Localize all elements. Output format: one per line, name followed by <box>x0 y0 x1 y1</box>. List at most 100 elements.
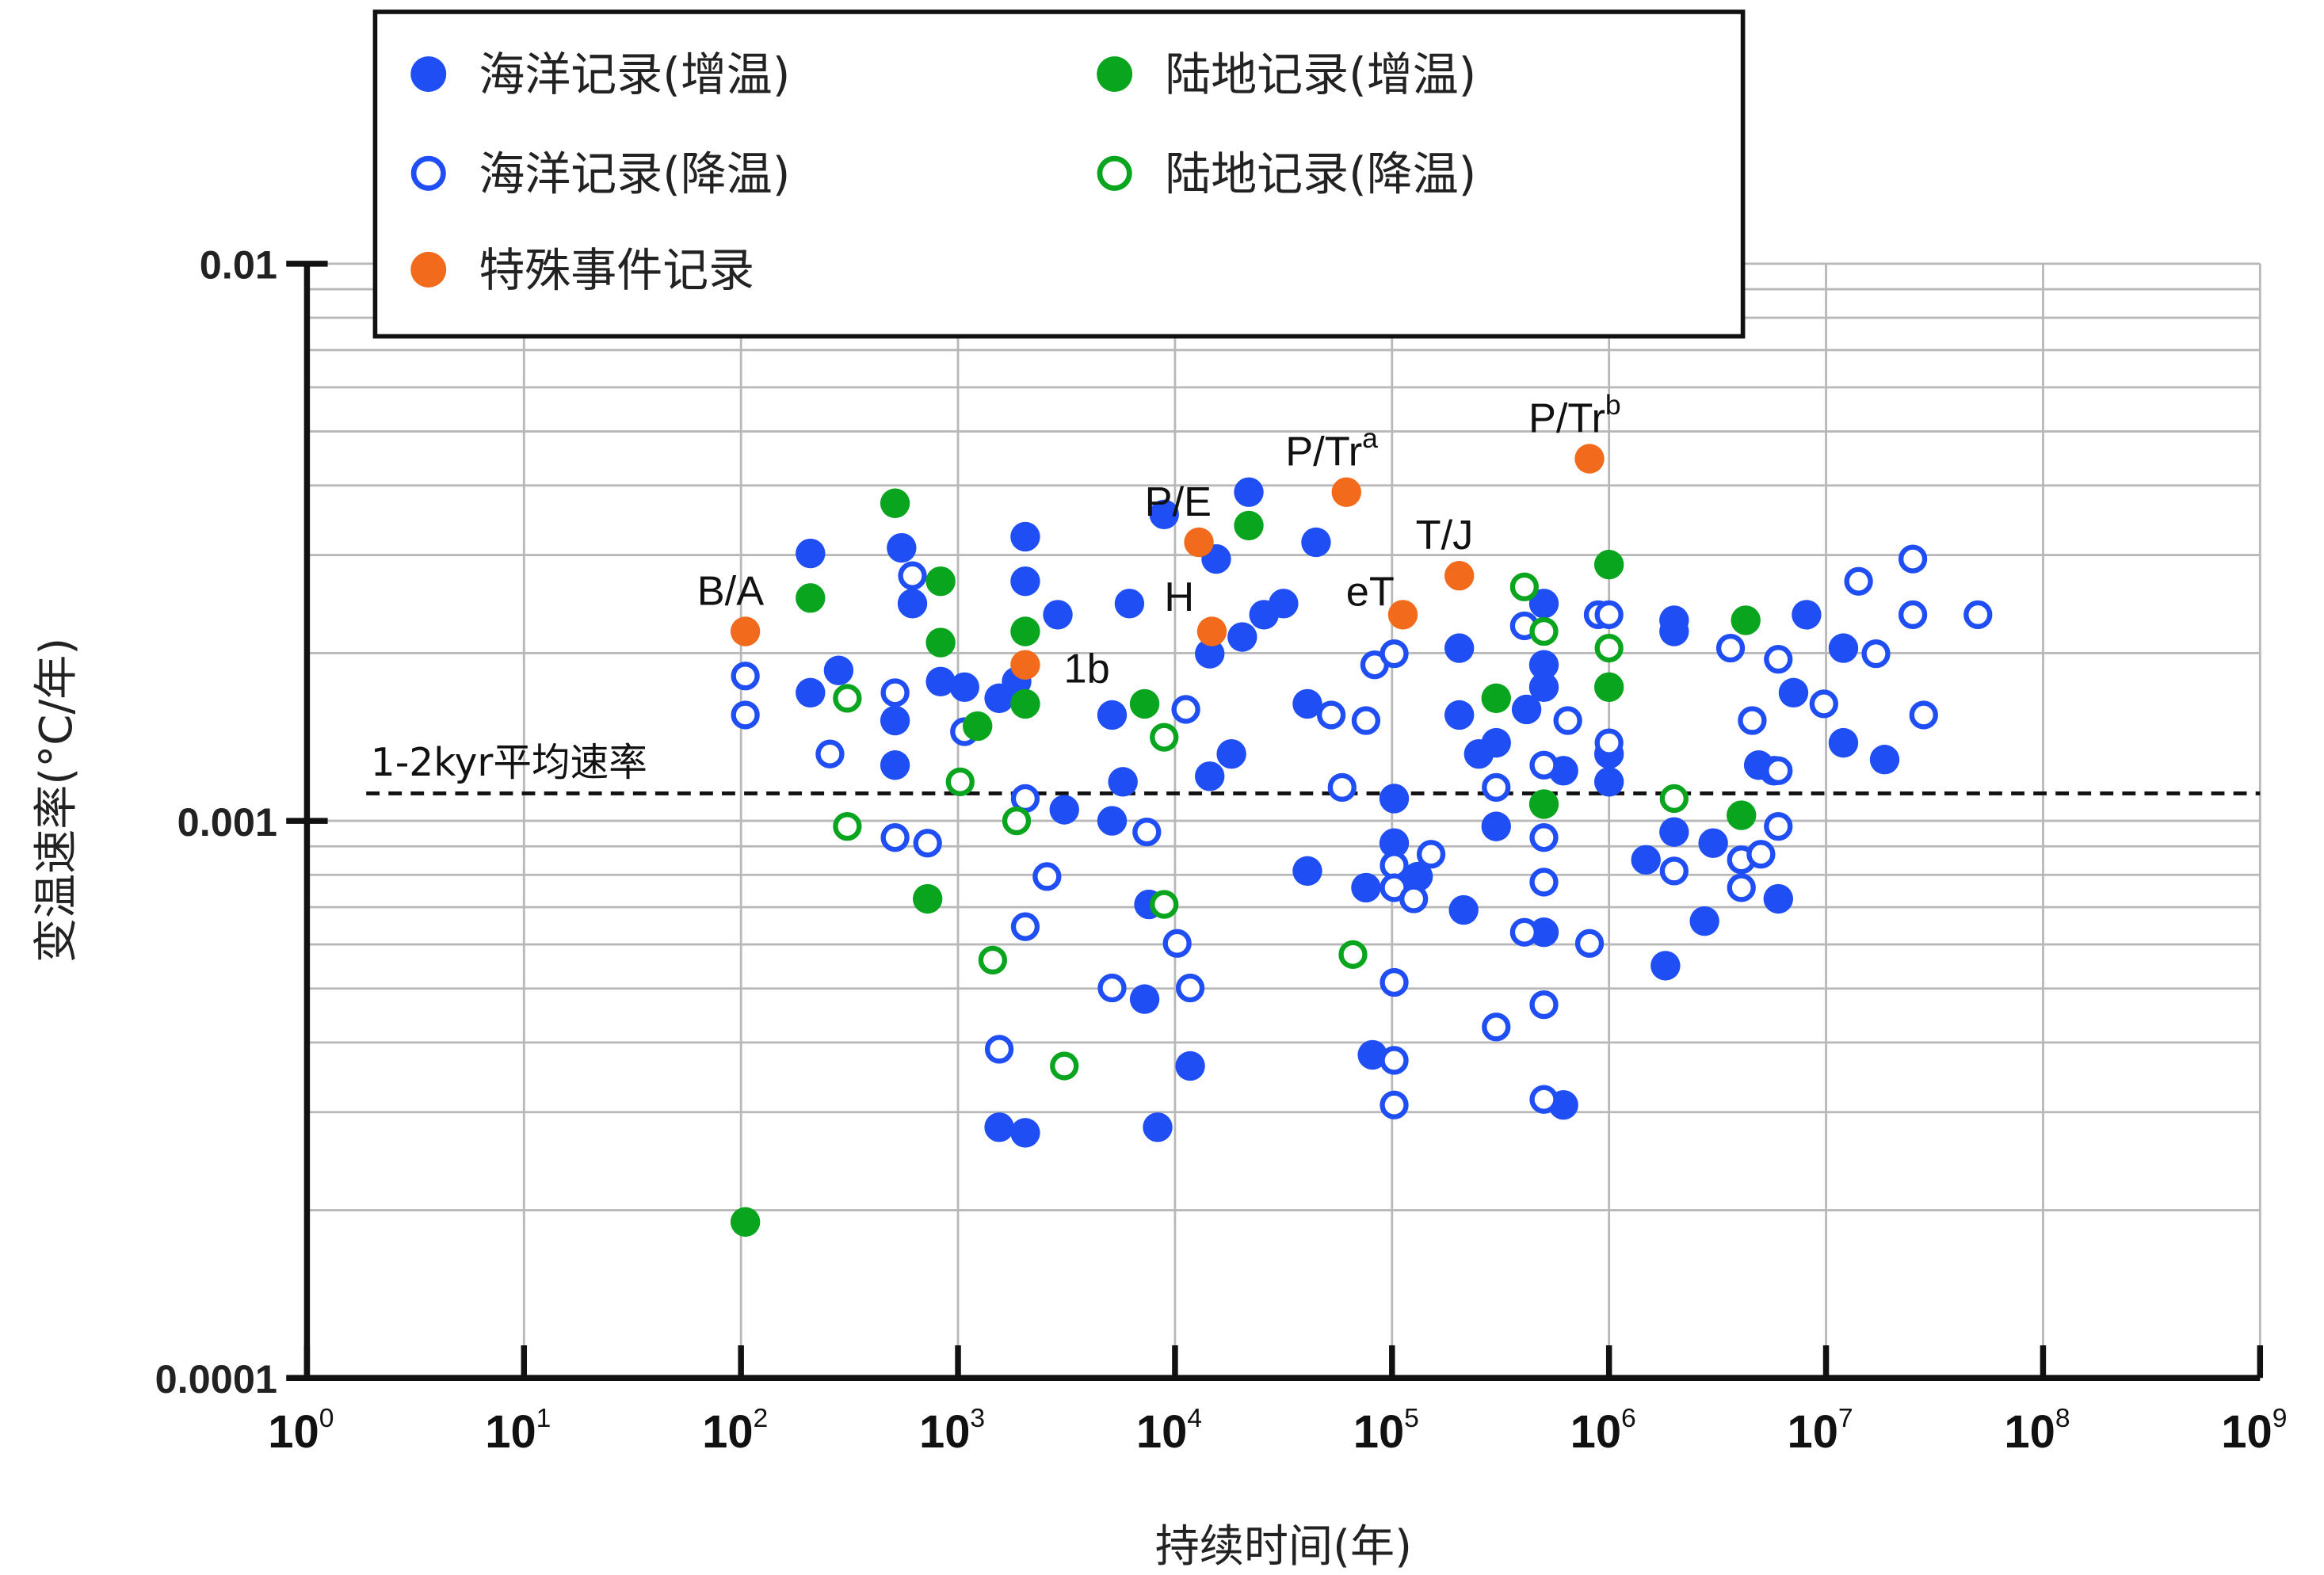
y-axis-title: 变温速率(°C/年) <box>31 638 82 963</box>
axes: 100 101 102 103 104 105 106 107 108 109 0.01 0.001 0… <box>155 242 2288 1459</box>
legend-marker-icon <box>1097 155 1132 191</box>
data-point-ocean_cooling <box>1416 840 1446 869</box>
data-point-ocean_cooling <box>1594 728 1624 757</box>
data-point-ocean_warming <box>1351 872 1381 903</box>
data-point-ocean_warming <box>1195 639 1225 669</box>
data-point-land_warming <box>796 583 826 613</box>
data-point-ocean_warming <box>1481 727 1511 758</box>
data-point-ocean_warming <box>925 666 956 696</box>
data-point-ocean_warming <box>1043 600 1073 630</box>
data-point-special <box>1574 444 1605 474</box>
x-tick-label: 101 <box>485 1404 551 1458</box>
data-point-ocean_warming <box>1528 589 1559 619</box>
data-point-ocean_cooling <box>1553 706 1582 735</box>
data-point-ocean_warming <box>1444 700 1475 730</box>
data-point-ocean_cooling <box>1032 862 1062 891</box>
legend-label: 陆地记录(降温) <box>1165 147 1476 200</box>
data-point-ocean_cooling <box>1529 868 1559 897</box>
data-point-ocean_warming <box>1143 1112 1173 1142</box>
data-point-land_warming <box>880 488 910 518</box>
data-point-ocean_cooling <box>898 561 927 590</box>
data-point-ocean_warming <box>1698 828 1728 858</box>
x-tick-label: 102 <box>702 1404 768 1458</box>
data-point-ocean_cooling <box>913 829 942 858</box>
data-point-ocean_cooling <box>1764 811 1793 841</box>
data-point-ocean_warming <box>1216 738 1246 769</box>
data-point-special <box>1010 650 1040 680</box>
data-point-special <box>1184 527 1214 558</box>
data-point-land_cooling <box>1150 890 1179 919</box>
data-point-ocean_warming <box>1097 700 1128 730</box>
x-tick-label: 103 <box>919 1404 985 1458</box>
data-point-ocean_warming <box>1108 767 1138 797</box>
data-point-ocean_warming <box>1234 477 1264 507</box>
legend-item-special: 特殊事件记录 <box>410 243 754 297</box>
legend-label: 海洋记录(降温) <box>479 147 790 200</box>
data-point-ocean_warming <box>1444 633 1475 663</box>
data-point-ocean_cooling <box>1482 1013 1511 1042</box>
x-axis-title: 持续时间(年) <box>1155 1521 1412 1573</box>
annotation-label: H <box>1164 574 1194 620</box>
data-point-ocean_warming <box>1227 622 1257 652</box>
data-point-land_cooling <box>1509 572 1539 601</box>
data-point-land_warming <box>1727 800 1757 830</box>
data-point-ocean_warming <box>1650 951 1681 981</box>
reference-line-label: 1-2kyr平均速率 <box>371 741 647 785</box>
data-point-ocean_warming <box>1792 600 1822 630</box>
data-point-ocean_cooling <box>1898 600 1928 630</box>
data-point-ocean_cooling <box>1351 706 1381 735</box>
data-point-ocean_warming <box>1481 811 1511 841</box>
data-point-ocean_warming <box>1689 906 1719 936</box>
data-point-ocean_cooling <box>731 700 760 730</box>
data-point-land_warming <box>1593 549 1624 580</box>
data-point-land_cooling <box>833 684 862 713</box>
data-point-ocean_warming <box>1631 845 1661 875</box>
annotation-label: B/A <box>697 568 764 614</box>
data-point-ocean_warming <box>1049 795 1079 825</box>
data-point-land_cooling <box>1529 616 1559 646</box>
data-point-land_warming <box>1481 683 1511 714</box>
data-point-ocean_cooling <box>1399 884 1429 913</box>
data-point-ocean_warming <box>1379 828 1410 858</box>
data-point-special <box>1331 477 1361 507</box>
data-point-ocean_cooling <box>1132 818 1162 847</box>
data-point-ocean_cooling <box>1727 873 1756 902</box>
data-point-ocean_warming <box>1869 745 1900 775</box>
data-point-ocean_cooling <box>1715 633 1746 663</box>
data-point-ocean_warming <box>1379 784 1410 814</box>
data-point-ocean_cooling <box>1898 544 1928 574</box>
data-point-ocean_cooling <box>1764 645 1793 674</box>
data-point-ocean_warming <box>1659 817 1689 847</box>
data-point-ocean_cooling <box>1861 639 1891 669</box>
data-point-ocean_cooling <box>1746 840 1776 869</box>
data-point-ocean_cooling <box>1909 700 1938 730</box>
data-point-special <box>1196 616 1227 646</box>
data-point-special <box>1387 600 1418 630</box>
data-point-ocean_cooling <box>1097 973 1127 1003</box>
data-point-ocean_warming <box>1292 856 1322 887</box>
data-point-ocean_cooling <box>1738 706 1767 735</box>
x-tick-label: 105 <box>1353 1404 1419 1458</box>
data-point-ocean_warming <box>880 705 910 736</box>
legend-box <box>372 10 1746 339</box>
data-point-ocean_cooling <box>1529 990 1559 1020</box>
data-point-ocean_cooling <box>1482 772 1511 803</box>
data-point-land_warming <box>912 883 943 914</box>
data-point-ocean_cooling <box>1659 856 1689 886</box>
data-point-ocean_warming <box>897 589 928 619</box>
x-tick-label: 106 <box>1570 1404 1636 1458</box>
data-point-ocean_warming <box>880 750 910 780</box>
data-point-ocean_warming <box>887 532 917 563</box>
x-tick-label: 109 <box>2221 1404 2287 1458</box>
data-point-ocean_cooling <box>1574 929 1605 958</box>
data-point-land_warming <box>1234 510 1264 541</box>
data-point-ocean_cooling <box>1529 1085 1559 1114</box>
data-point-ocean_cooling <box>731 662 760 691</box>
data-point-land_warming <box>1731 605 1761 635</box>
data-point-ocean_cooling <box>1380 639 1409 669</box>
data-point-ocean_warming <box>1778 677 1809 708</box>
data-point-ocean_warming <box>796 677 826 708</box>
data-point-land_cooling <box>1150 723 1179 752</box>
data-point-ocean_warming <box>1659 616 1689 646</box>
